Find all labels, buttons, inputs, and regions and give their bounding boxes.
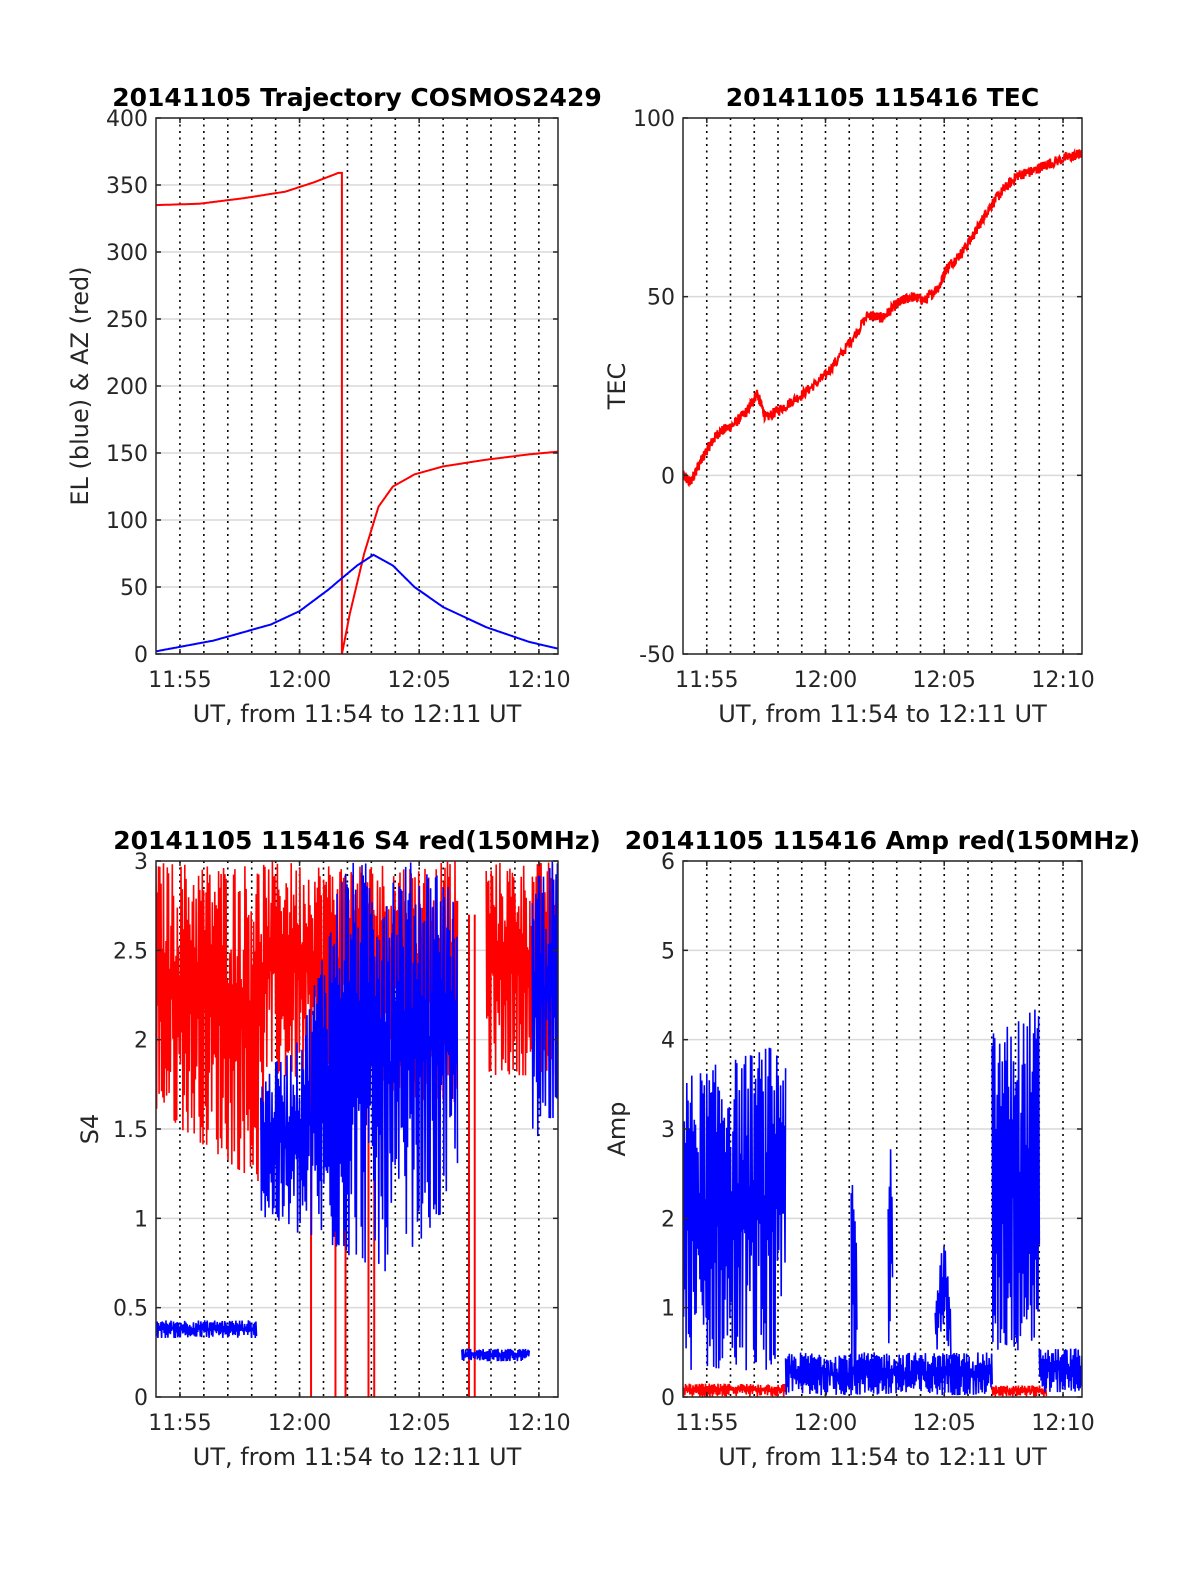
y-tick-label: 0: [134, 1386, 148, 1411]
chart-title: 20141105 115416 Amp red(150MHz): [625, 826, 1141, 855]
series-line: [1038, 1348, 1082, 1393]
x-tick-label: 11:55: [675, 1411, 738, 1436]
x-tick-label: 12:00: [268, 668, 331, 693]
chart-title: 20141105 Trajectory COSMOS2429: [112, 83, 602, 112]
series-line: [461, 1348, 531, 1362]
y-tick-label: 6: [661, 850, 675, 875]
x-tick-label: 12:10: [1031, 1411, 1094, 1436]
y-tick-label: 1: [134, 1207, 148, 1232]
y-tick-label: 100: [106, 509, 148, 534]
series-line: [683, 147, 1082, 488]
series-line: [156, 863, 265, 1182]
panel-tec: -50 0 50 100 11:55 12:00 12:05 12:10 20141105 11…: [603, 83, 1095, 728]
series-line: [156, 1320, 258, 1339]
series-line: [784, 1352, 993, 1396]
y-tick-label: 400: [106, 107, 148, 132]
y-tick-label: 200: [106, 375, 148, 400]
y-axis-label: TEC: [603, 363, 631, 411]
series-line: [850, 1184, 858, 1368]
plot-area: [156, 861, 558, 1397]
y-tick-label: 50: [647, 286, 675, 311]
panel-trajectory: 0 50 100 150 200 250 300 350 400 11:55 12:00 12:05 1…: [66, 83, 602, 728]
x-tick-label: 12:05: [912, 1411, 975, 1436]
plot-area: [683, 1009, 1082, 1397]
y-axis-label: Amp: [603, 1101, 631, 1156]
y-tick-label: 350: [106, 174, 148, 199]
plot-area: [683, 147, 1082, 488]
y-tick-label: 1: [661, 1297, 675, 1322]
y-tick-label: 5: [661, 939, 675, 964]
x-axis-label: UT, from 11:54 to 12:11 UT: [718, 700, 1047, 728]
x-tick-label: 12:00: [794, 1411, 857, 1436]
axes-box: [682, 117, 1083, 655]
chart-title: 20141105 115416 S4 red(150MHz): [113, 826, 601, 855]
series-line: [991, 1385, 1048, 1397]
panel-s4: 0 0.5 1 1.5 2 2.5 3 11:55 12:00 12:05 12:10 2014110…: [76, 826, 601, 1471]
series-line: [485, 862, 558, 1076]
y-tick-label: 0.5: [113, 1297, 148, 1322]
y-tick-label: 2: [134, 1029, 148, 1054]
y-tick-label: 50: [120, 576, 148, 601]
series-line: [887, 1149, 894, 1344]
series-line: [683, 1047, 787, 1371]
y-tick-label: 1.5: [113, 1118, 148, 1143]
x-tick-label: 12:00: [794, 668, 857, 693]
y-axis-label: S4: [76, 1114, 104, 1145]
y-tick-label: 250: [106, 308, 148, 333]
x-tick-label: 12:05: [387, 668, 450, 693]
x-tick-label: 12:05: [912, 668, 975, 693]
x-axis-label: UT, from 11:54 to 12:11 UT: [193, 700, 522, 728]
series-line: [259, 862, 459, 1272]
y-tick-label: 0: [661, 1386, 675, 1411]
x-tick-label: 12:05: [387, 1411, 450, 1436]
series-line: [934, 1246, 952, 1360]
series-line: [991, 1009, 1041, 1351]
x-axis-label: UT, from 11:54 to 12:11 UT: [193, 1443, 522, 1471]
y-tick-label: 4: [661, 1029, 675, 1054]
x-tick-label: 12:00: [268, 1411, 331, 1436]
y-tick-label: 3: [134, 850, 148, 875]
y-tick-label: 150: [106, 442, 148, 467]
panel-amp: 0 1 2 3 4 5 6 11:55 12:00 12:05 12:10 20141105 1154…: [603, 826, 1140, 1471]
x-tick-label: 12:10: [1031, 668, 1094, 693]
x-tick-label: 12:10: [507, 668, 570, 693]
y-tick-label: 2.5: [113, 939, 148, 964]
x-tick-label: 12:10: [507, 1411, 570, 1436]
y-axis-label: EL (blue) & AZ (red): [66, 266, 94, 505]
x-tick-label: 11:55: [675, 668, 738, 693]
y-tick-label: 300: [106, 241, 148, 266]
y-tick-label: 0: [134, 643, 148, 668]
plot-area: [156, 171, 558, 654]
y-tick-label: 3: [661, 1118, 675, 1143]
series-line: [156, 171, 558, 654]
series-line: [156, 553, 558, 653]
series-line: [683, 1383, 787, 1397]
x-axis-label: UT, from 11:54 to 12:11 UT: [718, 1443, 1047, 1471]
y-tick-label: 100: [633, 107, 675, 132]
x-tick-label: 11:55: [148, 1411, 211, 1436]
chart-title: 20141105 115416 TEC: [726, 83, 1039, 112]
y-tick-label: 0: [661, 464, 675, 489]
x-tick-label: 11:55: [148, 668, 211, 693]
series-line: [531, 861, 558, 1137]
y-tick-label: 2: [661, 1207, 675, 1232]
y-tick-label: -50: [639, 643, 675, 668]
